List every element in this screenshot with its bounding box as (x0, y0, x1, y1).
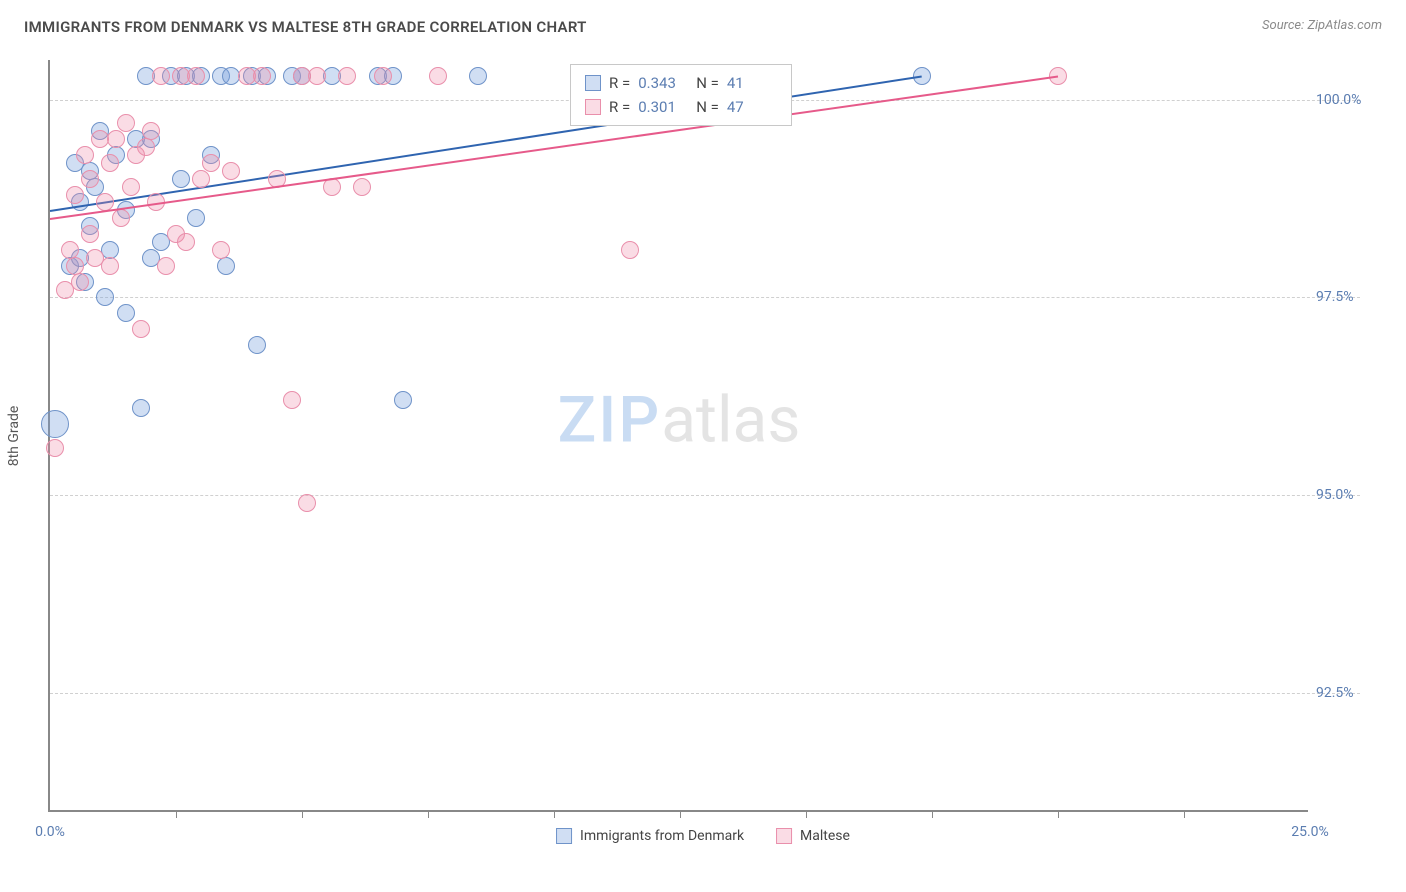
y-tick-label: 95.0% (1316, 487, 1354, 503)
plot-region: ZIPatlas 92.5%95.0%97.5%100.0%0.0%25.0%R… (48, 60, 1308, 812)
watermark-zip: ZIP (558, 383, 662, 458)
data-point-maltese (192, 170, 210, 188)
y-axis-label: 8th Grade (6, 406, 22, 467)
x-tick (806, 810, 807, 818)
data-point-denmark (96, 288, 114, 306)
stats-r-label: R = (609, 95, 630, 119)
data-point-denmark (41, 410, 69, 438)
stats-swatch-icon (585, 99, 601, 115)
legend-item-maltese: Maltese (776, 828, 850, 844)
data-point-maltese (202, 154, 220, 172)
data-point-maltese (107, 130, 125, 148)
data-point-maltese (353, 178, 371, 196)
x-tick-label: 25.0% (1291, 824, 1329, 840)
data-point-denmark (394, 391, 412, 409)
stats-r-value: 0.343 (638, 71, 688, 95)
chart-header: IMMIGRANTS FROM DENMARK VS MALTESE 8TH G… (0, 0, 1406, 44)
data-point-maltese (142, 122, 160, 140)
x-tick (680, 810, 681, 818)
data-point-denmark (132, 399, 150, 417)
legend-swatch-icon (776, 828, 792, 844)
chart-area: 8th Grade ZIPatlas 92.5%95.0%97.5%100.0%… (48, 60, 1358, 812)
y-tick-label: 92.5% (1316, 685, 1354, 701)
data-point-maltese (157, 257, 175, 275)
gridline-h (50, 297, 1360, 298)
data-point-maltese (298, 494, 316, 512)
legend-label: Maltese (800, 828, 850, 844)
data-point-maltese (374, 67, 392, 85)
x-tick (302, 810, 303, 818)
data-point-maltese (122, 178, 140, 196)
data-point-maltese (137, 138, 155, 156)
data-point-maltese (101, 257, 119, 275)
data-point-maltese (112, 209, 130, 227)
data-point-maltese (187, 67, 205, 85)
legend-label: Immigrants from Denmark (580, 828, 744, 844)
stats-n-label: N = (696, 95, 719, 119)
data-point-maltese (212, 241, 230, 259)
data-point-maltese (81, 170, 99, 188)
legend-swatch-icon (556, 828, 572, 844)
source-attribution: Source: ZipAtlas.com (1262, 18, 1382, 33)
stats-r-value: 0.301 (638, 95, 688, 119)
data-point-maltese (66, 186, 84, 204)
stats-r-label: R = (609, 71, 630, 95)
data-point-denmark (187, 209, 205, 227)
data-point-maltese (132, 320, 150, 338)
data-point-maltese (81, 225, 99, 243)
stats-n-label: N = (696, 71, 719, 95)
gridline-h (50, 495, 1360, 496)
data-point-denmark (217, 257, 235, 275)
stats-n-value: 41 (727, 71, 777, 95)
data-point-maltese (101, 154, 119, 172)
data-point-maltese (46, 439, 64, 457)
x-tick (176, 810, 177, 818)
data-point-maltese (429, 67, 447, 85)
data-point-maltese (621, 241, 639, 259)
data-point-maltese (71, 273, 89, 291)
data-point-denmark (469, 67, 487, 85)
stats-swatch-icon (585, 75, 601, 91)
stats-row-denmark: R = 0.343 N = 41 (585, 71, 777, 95)
y-tick-label: 100.0% (1316, 92, 1361, 108)
stats-box: R = 0.343 N = 41 R = 0.301 N = 47 (570, 64, 792, 126)
data-point-maltese (338, 67, 356, 85)
x-tick (932, 810, 933, 818)
gridline-h (50, 693, 1360, 694)
data-point-denmark (172, 170, 190, 188)
legend: Immigrants from Denmark Maltese (556, 828, 850, 844)
legend-item-denmark: Immigrants from Denmark (556, 828, 744, 844)
source-name: ZipAtlas.com (1307, 18, 1382, 33)
data-point-maltese (177, 233, 195, 251)
data-point-maltese (308, 67, 326, 85)
trend-line-maltese (50, 76, 1058, 220)
chart-title: IMMIGRANTS FROM DENMARK VS MALTESE 8TH G… (24, 18, 587, 36)
data-point-denmark (117, 304, 135, 322)
data-point-maltese (117, 114, 135, 132)
stats-n-value: 47 (727, 95, 777, 119)
x-tick (554, 810, 555, 818)
x-tick (1058, 810, 1059, 818)
data-point-maltese (253, 67, 271, 85)
data-point-maltese (222, 162, 240, 180)
watermark-atlas: atlas (661, 383, 800, 458)
source-prefix: Source: (1262, 18, 1307, 33)
data-point-denmark (248, 336, 266, 354)
data-point-maltese (283, 391, 301, 409)
watermark: ZIPatlas (558, 383, 801, 458)
stats-row-maltese: R = 0.301 N = 47 (585, 95, 777, 119)
x-tick (428, 810, 429, 818)
x-tick-label: 0.0% (35, 824, 65, 840)
y-tick-label: 97.5% (1316, 289, 1354, 305)
data-point-maltese (76, 146, 94, 164)
x-tick (1184, 810, 1185, 818)
data-point-maltese (152, 67, 170, 85)
